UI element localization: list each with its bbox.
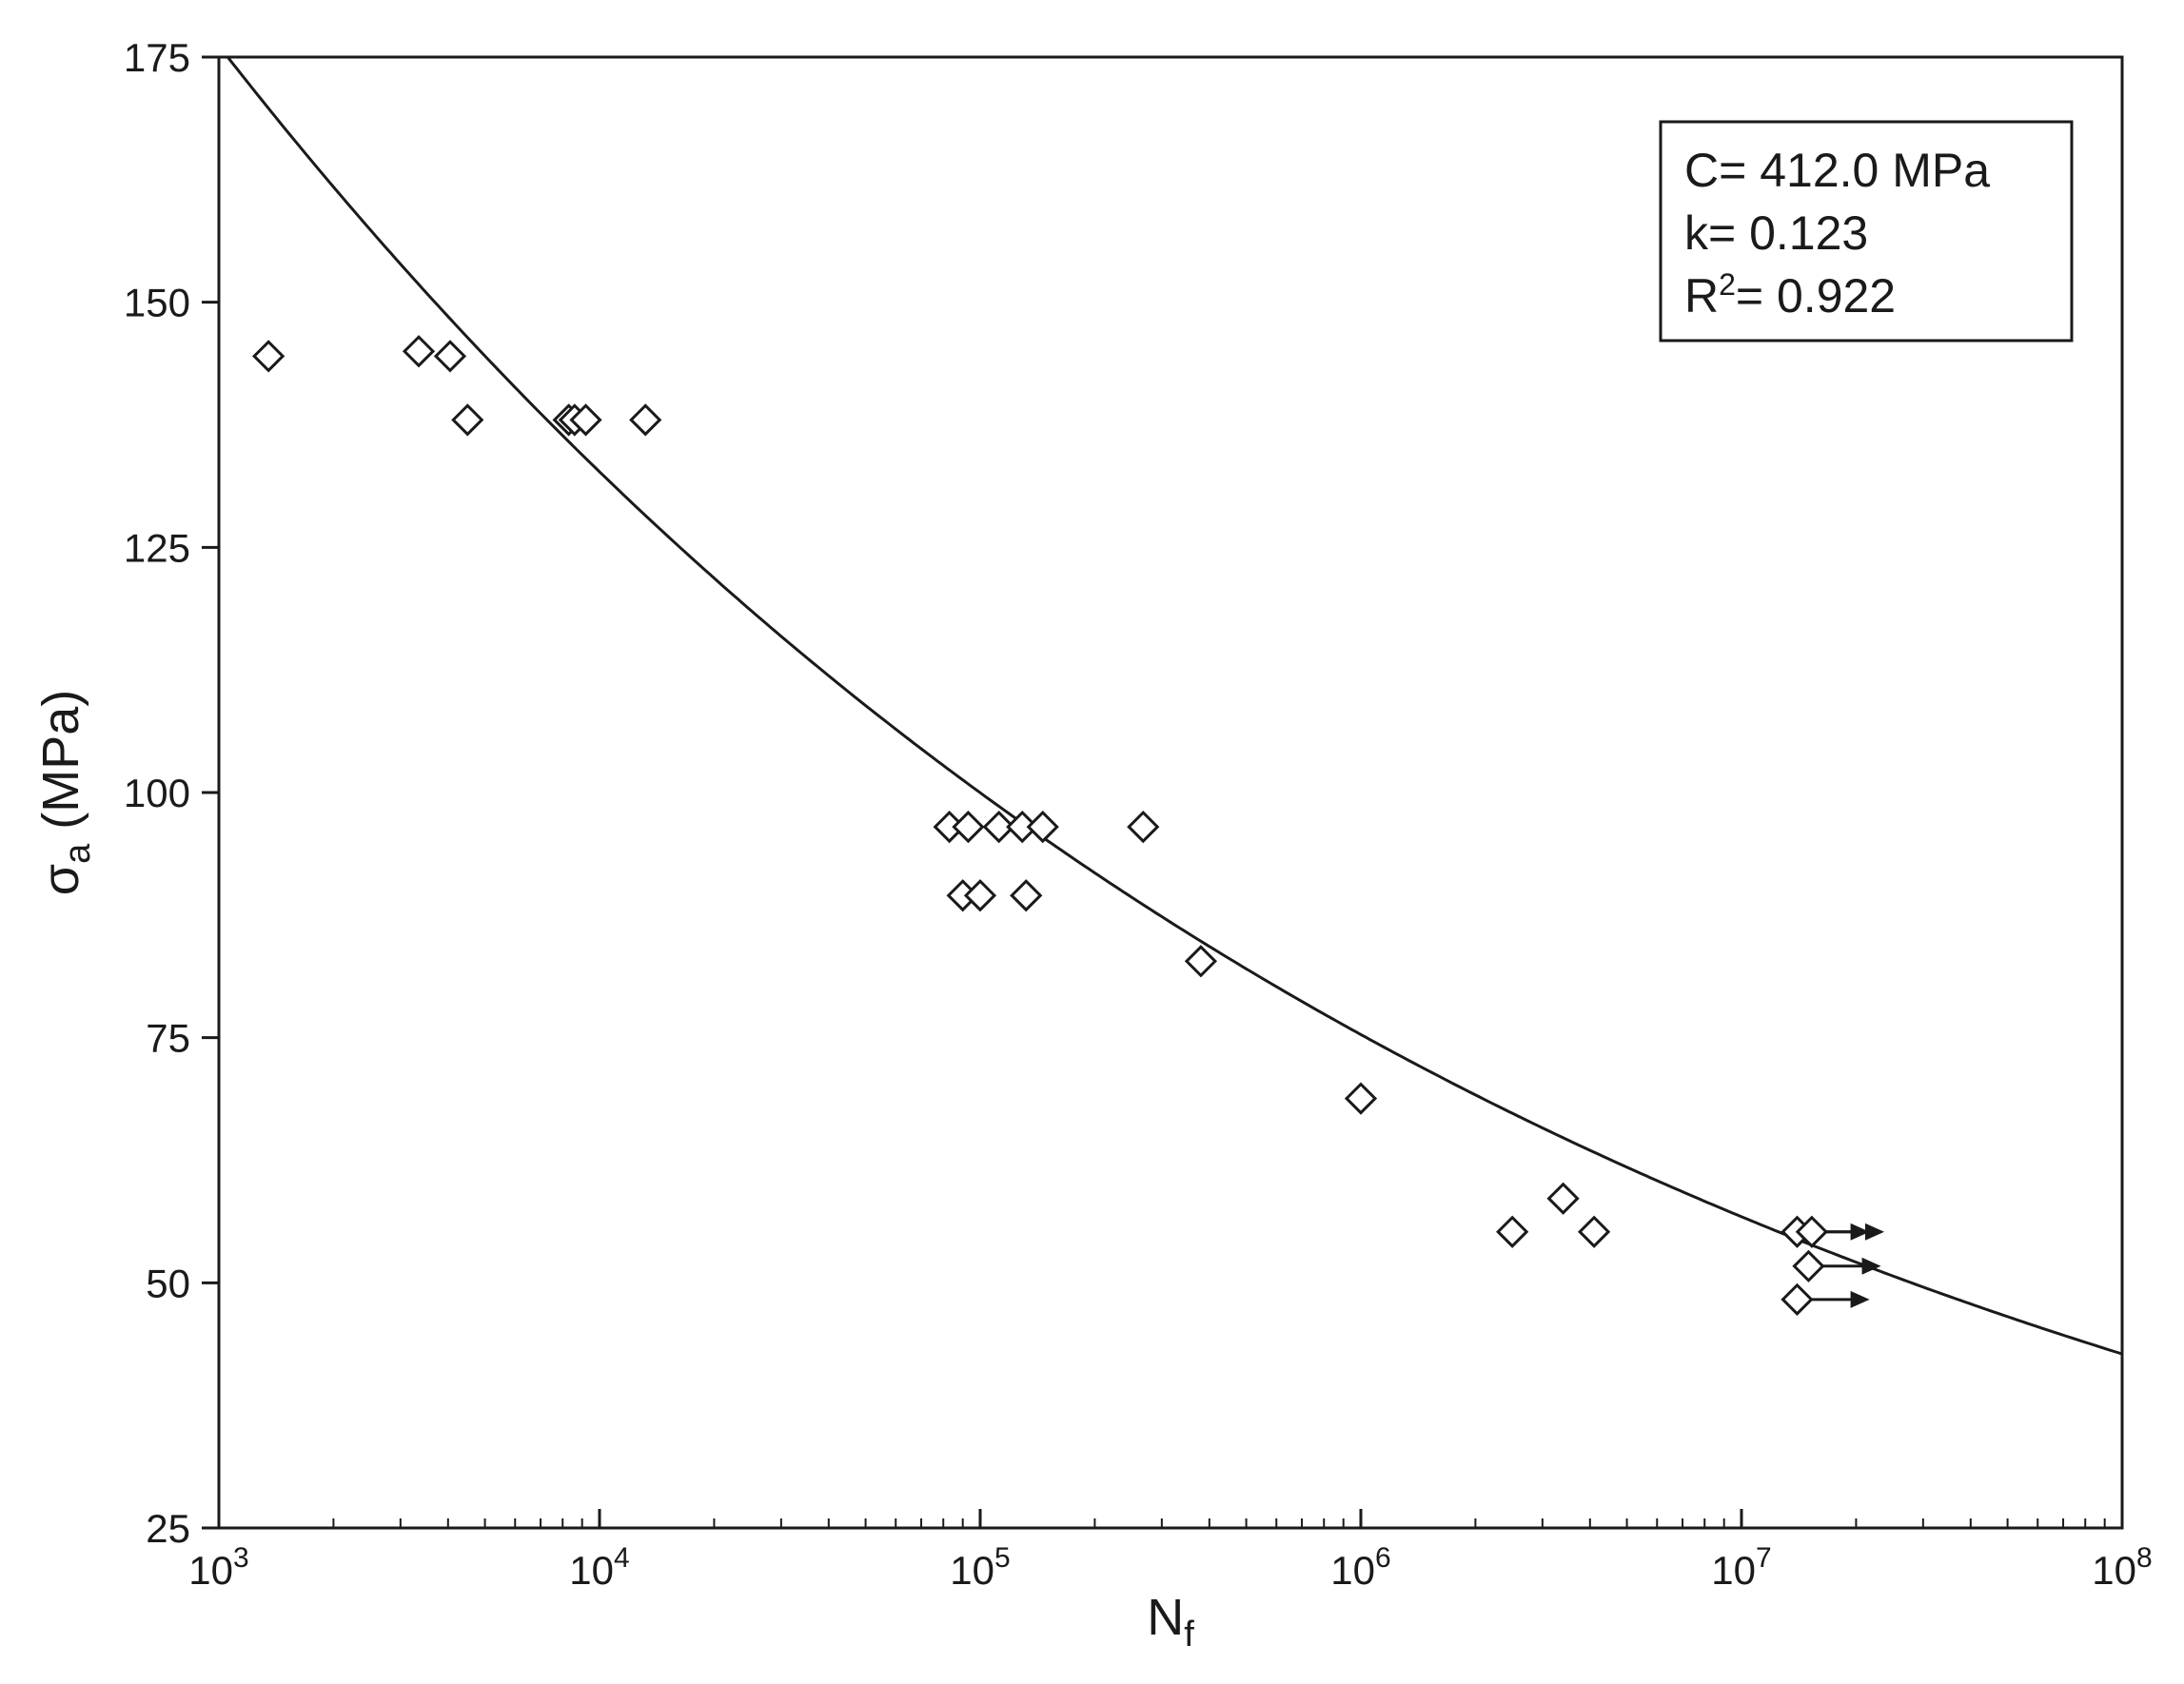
runout-point <box>1781 1283 1814 1316</box>
plot-area-frame <box>217 55 2124 1530</box>
fit-layer <box>226 57 2122 1356</box>
data-point <box>1546 1182 1580 1215</box>
y-tick-label: 75 <box>146 1016 190 1061</box>
x-tick-label-base: 10 <box>569 1548 614 1593</box>
runout-point <box>1792 1249 1825 1283</box>
x-tick-label-exponent: 4 <box>614 1542 630 1574</box>
data-point <box>1344 1082 1378 1115</box>
y-axis-title: σa (MPa) <box>32 690 98 895</box>
runout-point <box>1795 1215 1828 1248</box>
data-point <box>1010 879 1043 912</box>
annotation-box: C= 412.0 MPa k= 0.123 R2= 0.922 <box>1659 120 2074 343</box>
x-axis-title-subscript: f <box>1184 1615 1194 1655</box>
y-ticks <box>202 55 219 1530</box>
runout-arrow-head <box>1865 1223 1885 1241</box>
annotation-line-r2: R2= 0.922 <box>1684 267 1896 323</box>
x-tick-label-base: 10 <box>950 1548 994 1593</box>
y-tick-label: 100 <box>124 771 190 815</box>
points-layer <box>252 335 1885 1316</box>
y-tick-label: 50 <box>146 1261 190 1305</box>
data-point <box>1026 810 1059 844</box>
y-tick-labels: 25 50 75 100 125 150 175 <box>124 35 190 1551</box>
data-point <box>1577 1215 1611 1248</box>
y-tick-label: 25 <box>146 1506 190 1551</box>
annotation-r2-rest: = 0.922 <box>1736 269 1896 323</box>
fit-curve <box>226 57 2122 1356</box>
x-tick-label-exponent: 6 <box>1375 1542 1391 1574</box>
runout-arrow-head <box>1850 1290 1870 1308</box>
y-axis-title-subscript: a <box>58 843 98 864</box>
x-tick-label-exponent: 7 <box>1756 1542 1772 1574</box>
y-tick-label: 150 <box>124 281 190 325</box>
x-minor-ticks <box>332 1518 2106 1528</box>
x-tick-label: 108 <box>2092 1542 2152 1593</box>
runout-arrow-head <box>1861 1257 1881 1275</box>
x-tick-label-exponent: 8 <box>2136 1542 2153 1574</box>
data-point <box>402 335 436 368</box>
x-tick-label: 107 <box>1711 1542 1771 1593</box>
annotation-r2-prefix: R <box>1684 269 1719 323</box>
data-point <box>963 879 997 912</box>
x-tick-label: 105 <box>950 1542 1010 1593</box>
data-point <box>1496 1215 1529 1248</box>
data-point <box>252 340 285 373</box>
data-point <box>1127 810 1160 844</box>
x-tick-label-exponent: 5 <box>994 1542 1011 1574</box>
y-axis-title-rest: (MPa) <box>32 690 89 844</box>
x-tick-label-exponent: 3 <box>233 1542 249 1574</box>
x-tick-label: 104 <box>569 1542 629 1593</box>
x-axis-title: Nf <box>1147 1589 1194 1655</box>
data-point <box>451 403 484 437</box>
x-tick-label: 103 <box>188 1542 248 1593</box>
x-tick-label-base: 10 <box>2092 1548 2136 1593</box>
y-tick-label: 125 <box>124 525 190 570</box>
x-tick-label: 106 <box>1330 1542 1390 1593</box>
x-axis-title-main: N <box>1147 1589 1184 1646</box>
data-point <box>952 810 985 844</box>
data-point <box>569 403 602 437</box>
y-axis-title-main: σ <box>32 864 89 895</box>
annotation-frame <box>1659 120 2074 343</box>
x-tick-labels: 103 104 105 106 107 108 <box>188 1542 2152 1593</box>
x-tick-label-base: 10 <box>1711 1548 1756 1593</box>
x-tick-label-base: 10 <box>188 1548 233 1593</box>
data-point <box>982 810 1015 844</box>
annotation-line-k: k= 0.123 <box>1684 206 1868 260</box>
data-point <box>433 340 467 373</box>
annotation-r2-superscript: 2 <box>1719 267 1736 302</box>
data-point <box>1184 945 1218 978</box>
y-tick-label: 175 <box>124 35 190 80</box>
annotation-line-c: C= 412.0 MPa <box>1684 144 1990 197</box>
data-point <box>629 403 662 437</box>
x-tick-label-base: 10 <box>1330 1548 1375 1593</box>
